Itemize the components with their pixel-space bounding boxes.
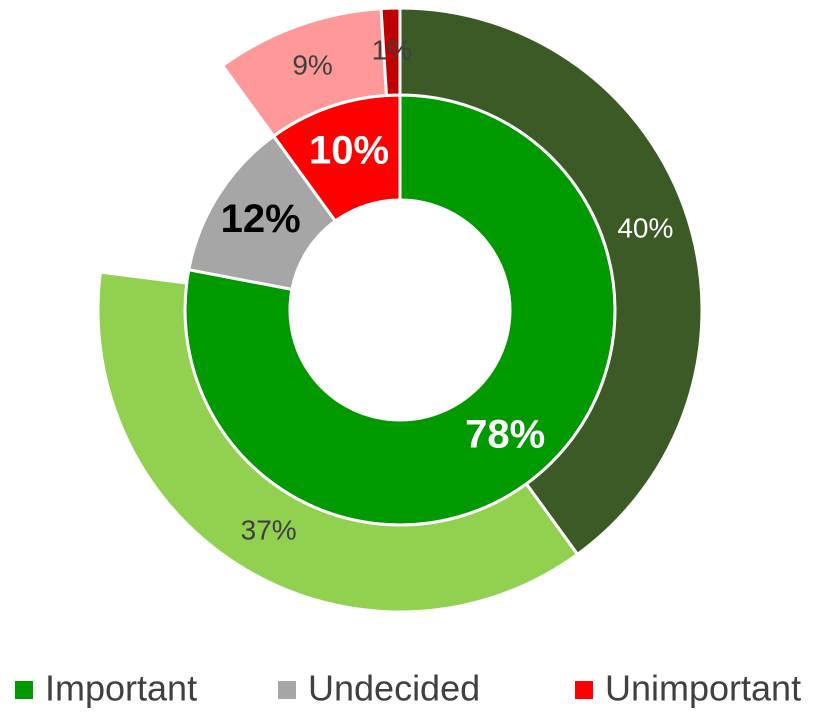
outer-label: 37%	[241, 514, 297, 545]
outer-slice	[379, 6, 402, 98]
legend-swatch	[278, 681, 296, 699]
legend-swatch	[575, 681, 593, 699]
legend-label: Unimportant	[605, 668, 801, 709]
inner-label: 12%	[221, 197, 301, 241]
legend-label: Important	[45, 668, 197, 709]
inner-label: 78%	[465, 413, 545, 457]
legend-label: Undecided	[308, 668, 480, 709]
outer-label: 40%	[617, 213, 673, 244]
outer-label: 9%	[292, 50, 332, 81]
outer-slice	[398, 6, 704, 557]
legend-swatch	[15, 681, 33, 699]
outer-label: 1%	[372, 35, 412, 66]
outer-slice	[96, 270, 580, 614]
inner-label: 10%	[309, 129, 389, 173]
